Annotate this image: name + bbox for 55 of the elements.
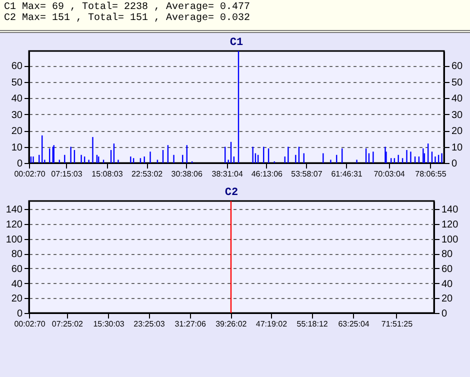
y-tick-label: 100 bbox=[6, 234, 23, 246]
y-tick-label: 20 bbox=[11, 294, 23, 305]
text: C1 Max= 69 , Total= 2238 , Average= 0.477 bbox=[4, 2, 252, 13]
x-tick-label: 61:46:31 bbox=[331, 170, 363, 178]
x-tick-label: 31:27:06 bbox=[174, 320, 206, 328]
x-tick-label: 07:25:02 bbox=[52, 320, 84, 328]
x-tick-label: 39:26:02 bbox=[216, 320, 248, 328]
y2-tick-label: 100 bbox=[442, 234, 459, 246]
x-tick-label: 55:18:12 bbox=[296, 320, 328, 328]
y2-tick-label: 20 bbox=[442, 294, 454, 305]
y-tick-label: 20 bbox=[11, 126, 23, 138]
x-tick-label: 23:25:03 bbox=[134, 320, 166, 328]
y-tick-label: 60 bbox=[11, 264, 23, 275]
x-tick-label: 46:13:06 bbox=[251, 170, 284, 178]
y2-tick-label: 0 bbox=[452, 158, 458, 170]
y-tick-label: 140 bbox=[6, 204, 23, 216]
x-tick-label: 63:25:04 bbox=[338, 320, 370, 328]
y-tick-label: 30 bbox=[11, 110, 23, 121]
y2-tick-label: 40 bbox=[452, 94, 464, 105]
y-tick-label: 40 bbox=[11, 278, 23, 290]
y-tick-label: 40 bbox=[11, 94, 23, 105]
y2-tick-label: 0 bbox=[442, 308, 448, 320]
x-tick-label: 00:02:70 bbox=[14, 170, 46, 178]
y-tick-label: 10 bbox=[11, 142, 23, 154]
y2-tick-label: 140 bbox=[442, 204, 459, 216]
x-tick-label: 47:19:02 bbox=[256, 320, 288, 328]
y2-tick-label: 120 bbox=[442, 219, 459, 230]
text: C2 Max= 151 , Total= 151 , Average= 0.032 bbox=[4, 13, 252, 24]
x-tick-label: 22:53:02 bbox=[131, 170, 164, 178]
y-tick-label: 0 bbox=[16, 308, 23, 320]
x-tick-label: 30:38:06 bbox=[171, 170, 203, 178]
x-tick-label: 70:03:04 bbox=[374, 170, 406, 178]
x-tick-label: 53:58:07 bbox=[291, 170, 323, 178]
x-tick-label: 07:15:03 bbox=[51, 170, 83, 178]
y2-tick-label: 60 bbox=[452, 61, 464, 72]
chart-title: C2 bbox=[224, 187, 238, 199]
x-tick-label: 15:30:03 bbox=[93, 320, 125, 328]
y2-tick-label: 40 bbox=[442, 278, 454, 290]
y2-tick-label: 10 bbox=[452, 142, 464, 154]
y-tick-label: 50 bbox=[11, 77, 23, 88]
y2-tick-label: 50 bbox=[452, 77, 464, 88]
x-tick-label: 38:31:04 bbox=[212, 170, 244, 178]
x-tick-label: 78:06:55 bbox=[415, 170, 447, 178]
chart-title: C1 bbox=[230, 37, 244, 49]
x-tick-label: 00:02:70 bbox=[14, 320, 46, 328]
y-tick-label: 60 bbox=[11, 61, 23, 72]
y2-tick-label: 30 bbox=[452, 110, 464, 121]
x-tick-label: 71:51:25 bbox=[381, 320, 414, 328]
y2-tick-label: 80 bbox=[442, 249, 454, 260]
y2-tick-label: 60 bbox=[442, 264, 454, 275]
y-tick-label: 80 bbox=[11, 249, 23, 260]
y-tick-label: 120 bbox=[6, 219, 23, 230]
y2-tick-label: 20 bbox=[452, 126, 464, 138]
x-tick-label: 15:08:03 bbox=[92, 170, 124, 178]
y-tick-label: 0 bbox=[16, 158, 23, 170]
